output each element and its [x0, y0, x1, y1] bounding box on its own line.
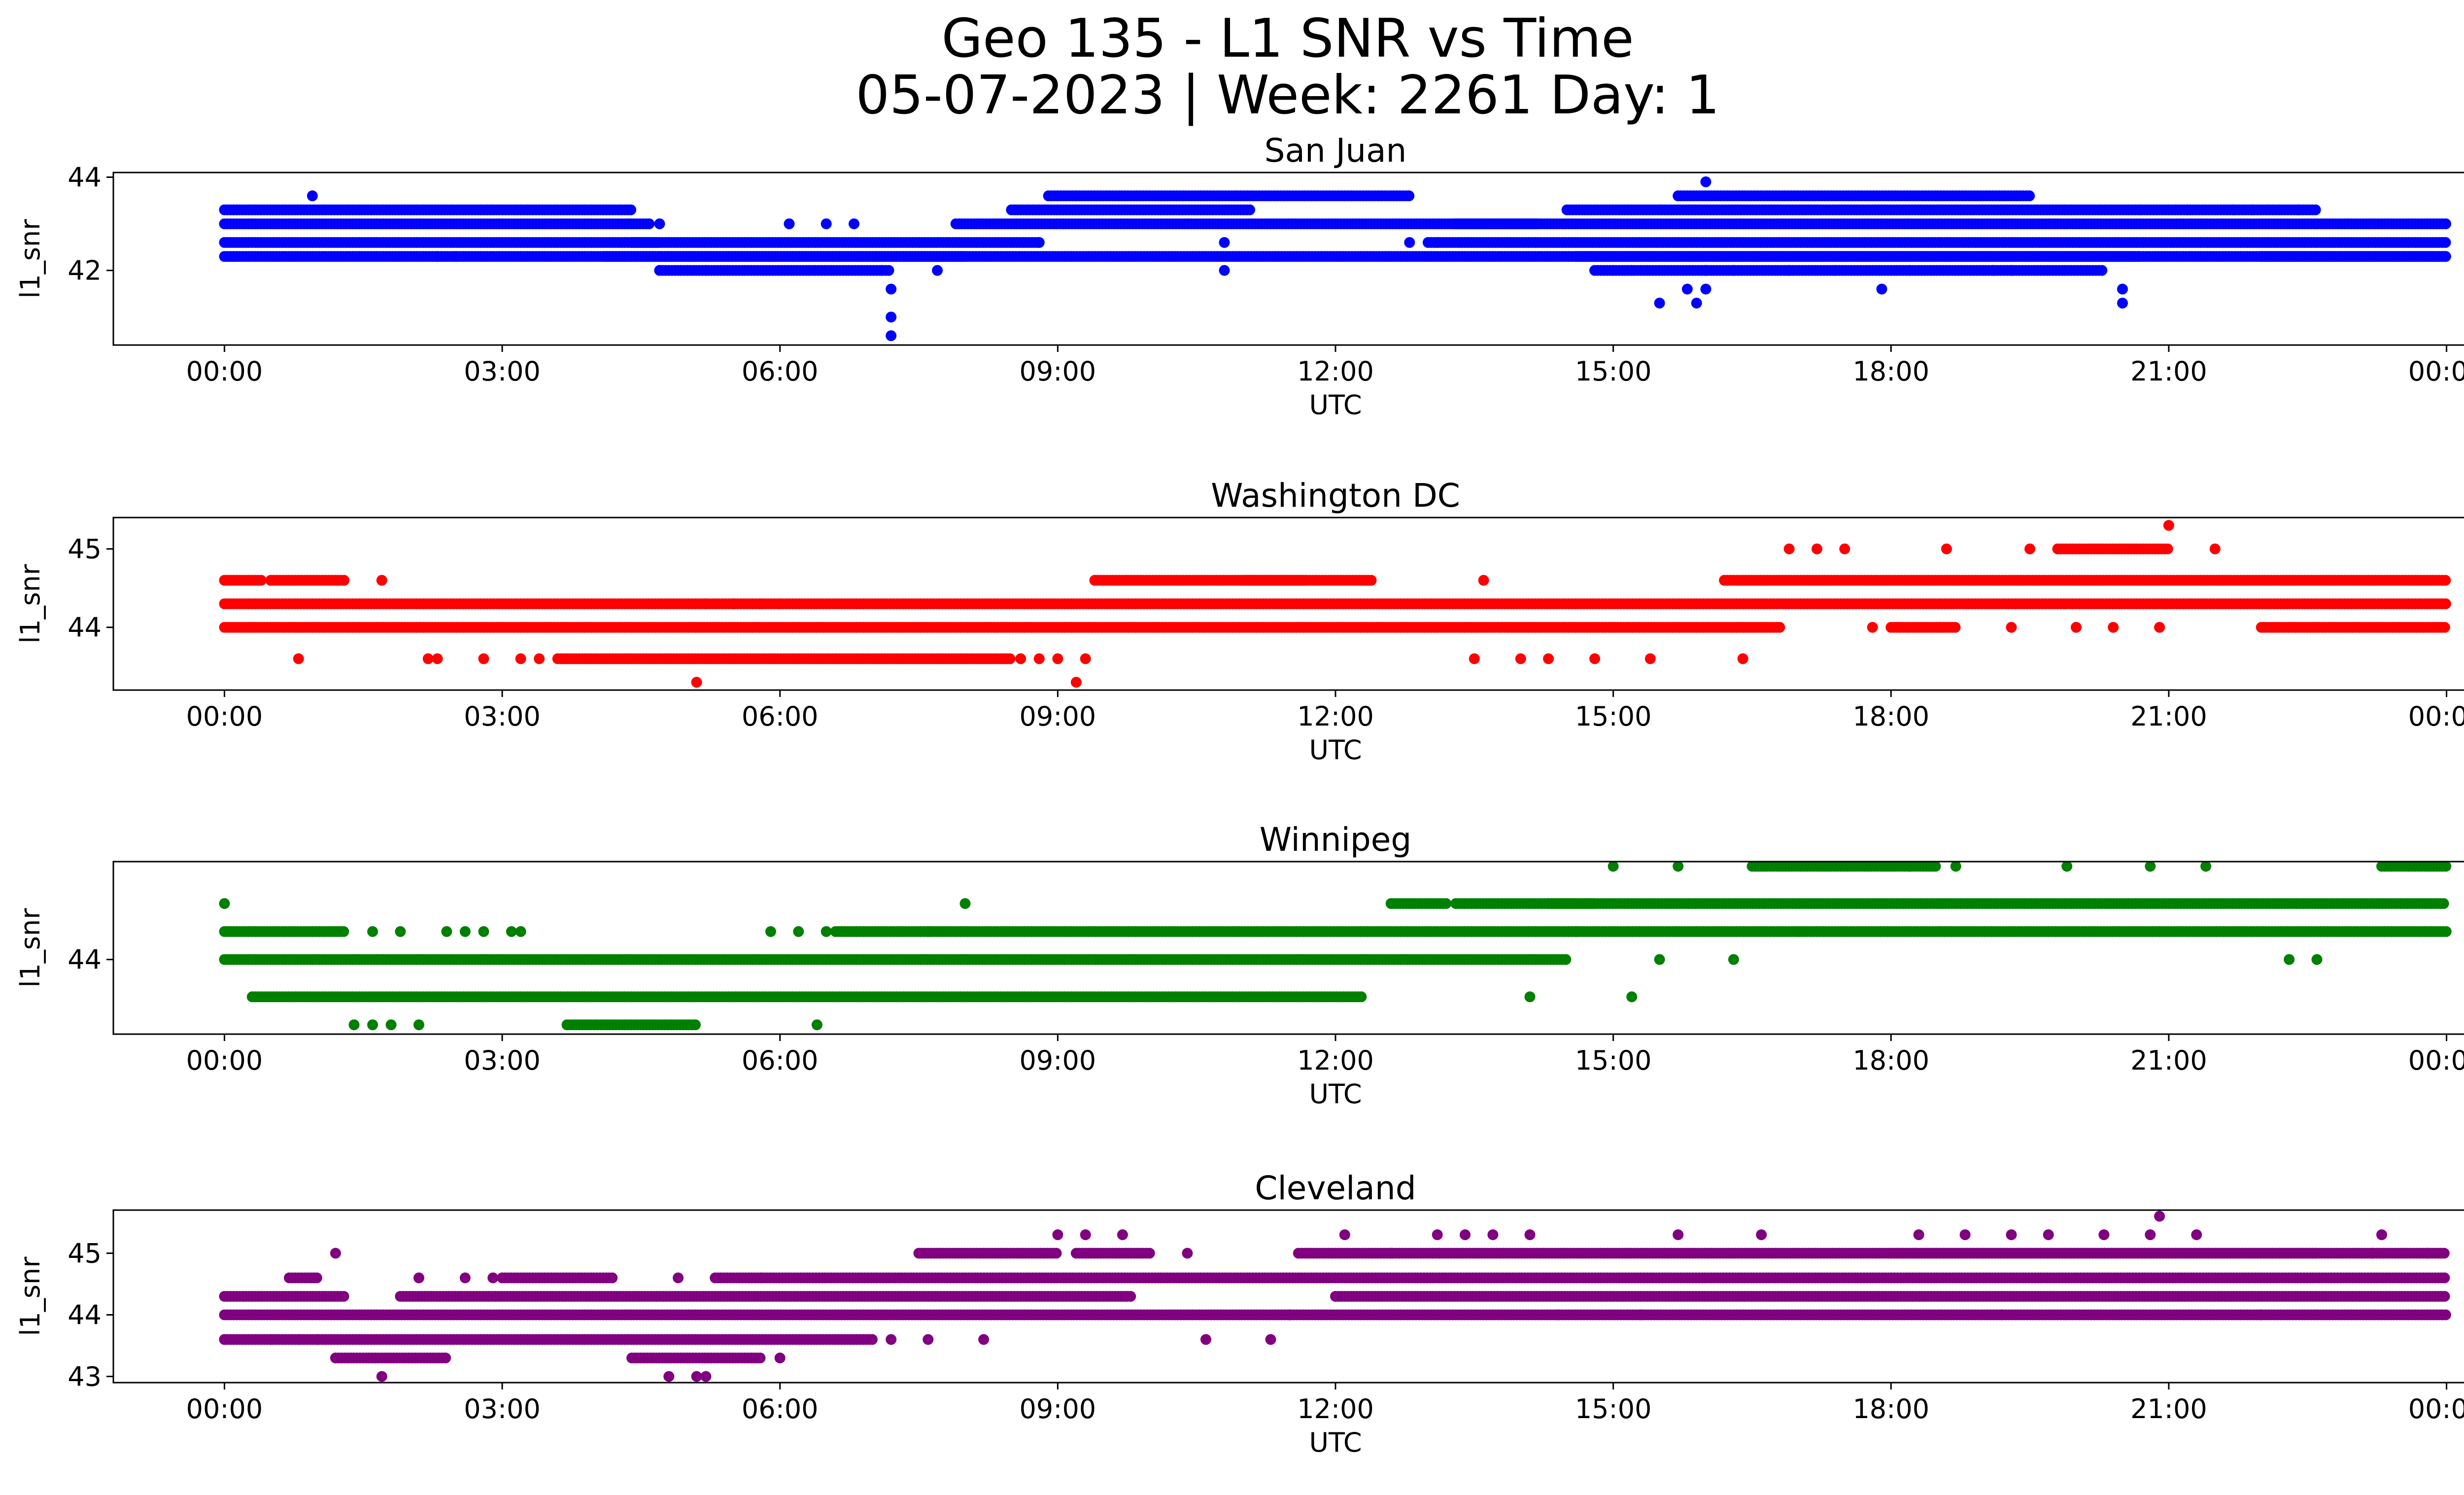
data-point: [2006, 265, 2017, 276]
data-point: [450, 251, 462, 262]
x-tick-label: 09:00: [1020, 356, 1096, 387]
data-point: [1700, 283, 1711, 295]
data-point: [886, 330, 897, 342]
data-point: [1608, 265, 1619, 276]
data-point: [1681, 283, 1693, 295]
data-point: [2117, 283, 2128, 295]
data-point: [2135, 204, 2147, 215]
data-point: [1654, 297, 1665, 309]
data-point: [932, 265, 943, 276]
figure-title-line2: 05-07-2023 | Week: 2261 Day: 1: [856, 65, 1719, 126]
data-point: [821, 218, 832, 230]
data-point: [2182, 204, 2193, 215]
subplot-title: Washington DC: [1211, 477, 1460, 515]
data-point: [1700, 176, 1711, 187]
data-point: [1366, 575, 1377, 586]
data-point: [784, 218, 795, 230]
data-point: [2247, 204, 2258, 215]
data-point: [886, 283, 897, 295]
data-point: [1783, 265, 1795, 276]
data-point: [2117, 297, 2128, 309]
data-point: [700, 265, 712, 276]
data-point: [654, 265, 665, 276]
data-point: [2024, 190, 2035, 202]
x-tick-label: 06:00: [742, 356, 819, 387]
data-point: [644, 218, 655, 230]
data-point: [1987, 265, 1998, 276]
x-tick-label: 15:00: [1575, 356, 1652, 387]
x-tick-label: 00:00: [2408, 356, 2464, 387]
x-tick-label: 21:00: [2130, 356, 2207, 387]
data-point: [625, 204, 637, 215]
data-point: [959, 251, 970, 262]
data-point: [876, 265, 888, 276]
data-point: [1700, 265, 1711, 276]
data-point: [654, 218, 665, 230]
subplot-san-juan: San Juan 00:00 03:00 06:00 09:00 12:00 15:00 18…: [15, 132, 2464, 420]
data-point: [2228, 204, 2239, 215]
y-tick-label: 44: [68, 162, 102, 193]
y-axis-label: l1_snr: [15, 219, 46, 299]
data-point: [228, 204, 240, 215]
x-axis-label: UTC: [1309, 389, 1362, 420]
data-point: [1033, 237, 1045, 248]
x-tick-label: 00:00: [186, 356, 263, 387]
data-point: [849, 218, 859, 230]
data-point: [2440, 237, 2451, 248]
data-point: [432, 251, 443, 262]
data-point: [886, 312, 897, 323]
data-point: [255, 575, 267, 586]
data-point: [2440, 598, 2451, 609]
data-point: [1403, 190, 1415, 202]
data-point: [228, 251, 240, 262]
data-point: [1244, 204, 1255, 215]
x-tick-label: 03:00: [464, 356, 541, 387]
subplot-title: San Juan: [1265, 132, 1407, 170]
data-point: [1219, 265, 1230, 276]
data-point: [2440, 218, 2451, 230]
data-point: [2133, 251, 2144, 262]
data-point: [1626, 265, 1638, 276]
data-point: [1904, 265, 1915, 276]
scatter-points: [219, 176, 2451, 342]
data-point: [1404, 237, 1415, 248]
data-point: [2293, 204, 2304, 215]
data-point: [1219, 237, 1230, 248]
data-point: [1774, 622, 1785, 633]
data-point: [307, 190, 318, 202]
data-point: [1432, 237, 1443, 248]
data-point: [1691, 297, 1702, 309]
data-point: [1070, 190, 1082, 202]
data-point: [1830, 265, 1841, 276]
x-tick-label: 12:00: [1297, 356, 1374, 387]
data-point: [2310, 204, 2321, 215]
x-tick-label: 18:00: [1852, 356, 1929, 387]
subplots: San Juan 00:00 03:00 06:00 09:00 12:00 15:00 18…: [15, 132, 2464, 1458]
data-point: [1728, 265, 1739, 276]
data-point: [2439, 251, 2450, 262]
data-point: [1004, 653, 1016, 664]
figure-title-line1: Geo 135 - L1 SNR vs Time: [941, 8, 1634, 70]
scatter-points: [219, 520, 2451, 688]
y-tick-label: 42: [68, 255, 102, 286]
data-point: [2096, 265, 2108, 276]
data-point: [1876, 283, 1887, 295]
data-point: [339, 575, 350, 586]
